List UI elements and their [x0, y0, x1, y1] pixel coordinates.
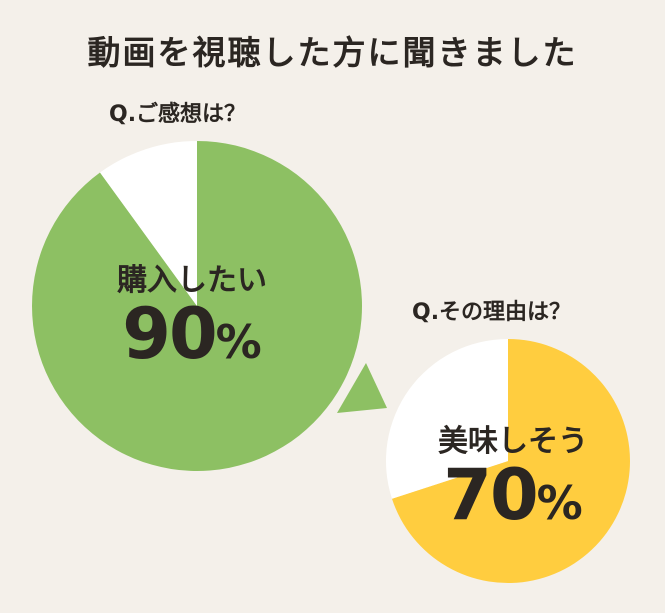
pie-2-category: 美味しそう [438, 424, 588, 459]
pie-2-value: 70 [443, 454, 538, 536]
question-1: Q.ご感想は？ [109, 102, 247, 127]
pie-2-percent: 70% [418, 460, 608, 530]
pie-chart-impression [32, 141, 363, 471]
pie-1-slice-2 [100, 141, 197, 306]
pie-1-value: 90 [122, 293, 217, 375]
pie-1-slice-1 [32, 141, 363, 471]
pie-2-unit: % [536, 476, 583, 530]
pie-2-slice-1 [391, 339, 630, 584]
callout-pointer [337, 363, 387, 413]
pie-chart-reason [385, 339, 630, 584]
pie-1-category: 購入したい [117, 263, 267, 298]
page-title: 動画を視聴した方に聞きました [87, 33, 578, 72]
pie-1-percent: 90% [92, 299, 292, 369]
pie-2-slice-2 [385, 339, 508, 499]
pie-1-unit: % [215, 315, 262, 369]
question-2: Q.その理由は？ [412, 300, 572, 325]
pie-1-label: 購入したい 90% [92, 255, 292, 369]
pie-2-label: 美味しそう 70% [418, 416, 608, 530]
